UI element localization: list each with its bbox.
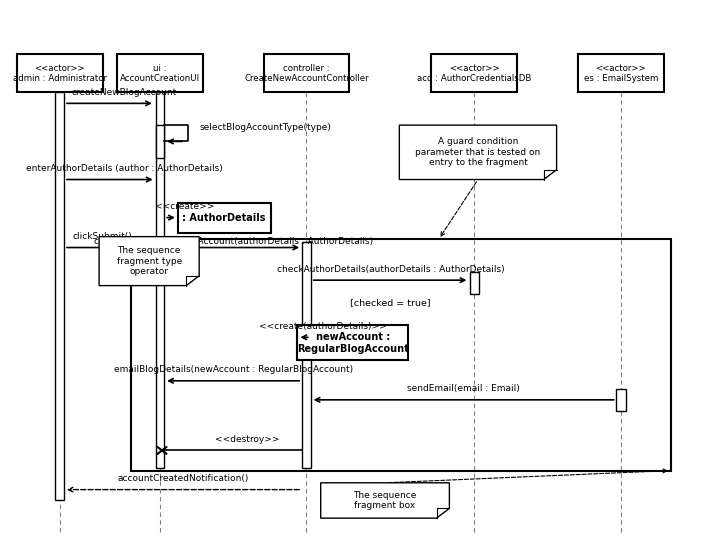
Text: opt: opt (138, 244, 154, 254)
Text: controller :
CreateNewAccountController: controller : CreateNewAccountController (244, 64, 368, 83)
Bar (578, 54, 664, 92)
Text: <<actor>>
es : EmailSystem: <<actor>> es : EmailSystem (584, 64, 658, 83)
Bar (156, 92, 164, 468)
Bar (156, 125, 164, 158)
Text: <<create>>: <<create>> (155, 202, 215, 211)
Text: <<actor>>
admin : Administrator: <<actor>> admin : Administrator (13, 64, 107, 83)
Bar (131, 239, 671, 471)
Text: The sequence
fragment type
operator: The sequence fragment type operator (117, 246, 182, 276)
Text: The sequence
fragment box: The sequence fragment box (353, 491, 417, 510)
Bar (131, 239, 160, 258)
Bar (263, 54, 349, 92)
Text: sendEmail(email : Email): sendEmail(email : Email) (407, 384, 520, 393)
Text: <<actor>>
acd : AuthorCredentialsDB: <<actor>> acd : AuthorCredentialsDB (417, 64, 531, 83)
Bar (56, 92, 64, 500)
Text: [checked = true]: [checked = true] (350, 298, 430, 307)
Text: createNewRegularBlogAccount(authorDetails : AuthorDetails): createNewRegularBlogAccount(authorDetail… (94, 237, 373, 246)
Bar (298, 325, 408, 360)
Text: ui :
AccountCreationUI: ui : AccountCreationUI (120, 64, 200, 83)
Polygon shape (99, 237, 199, 286)
Text: : AuthorDetails: : AuthorDetails (182, 213, 266, 222)
Text: accountCreatedNotification(): accountCreatedNotification() (118, 474, 249, 483)
Bar (178, 202, 270, 233)
Text: A guard condition
parameter that is tested on
entry to the fragment: A guard condition parameter that is test… (415, 138, 541, 167)
Bar (302, 242, 311, 468)
Polygon shape (321, 483, 449, 518)
Text: checkAuthorDetails(authorDetails : AuthorDetails): checkAuthorDetails(authorDetails : Autho… (277, 264, 504, 274)
Text: <<create(authorDetails)>>: <<create(authorDetails)>> (259, 322, 386, 331)
Text: emailBlogDetails(newAccount : RegularBlogAccount): emailBlogDetails(newAccount : RegularBlo… (114, 365, 353, 374)
Text: newAccount :
RegularBlogAccount: newAccount : RegularBlogAccount (297, 332, 409, 354)
Bar (431, 54, 517, 92)
Bar (17, 54, 102, 92)
Text: <<destroy>>: <<destroy>> (215, 435, 280, 444)
Text: createNewBlogAccount: createNewBlogAccount (71, 88, 177, 97)
Text: enterAuthorDetails (author : AuthorDetails): enterAuthorDetails (author : AuthorDetai… (26, 164, 223, 173)
Text: selectBlogAccountType(type): selectBlogAccountType(type) (199, 122, 331, 132)
Bar (117, 54, 203, 92)
Polygon shape (399, 125, 557, 180)
Text: clickSubmit(): clickSubmit() (73, 232, 133, 241)
Bar (616, 389, 626, 411)
Bar (470, 272, 479, 294)
